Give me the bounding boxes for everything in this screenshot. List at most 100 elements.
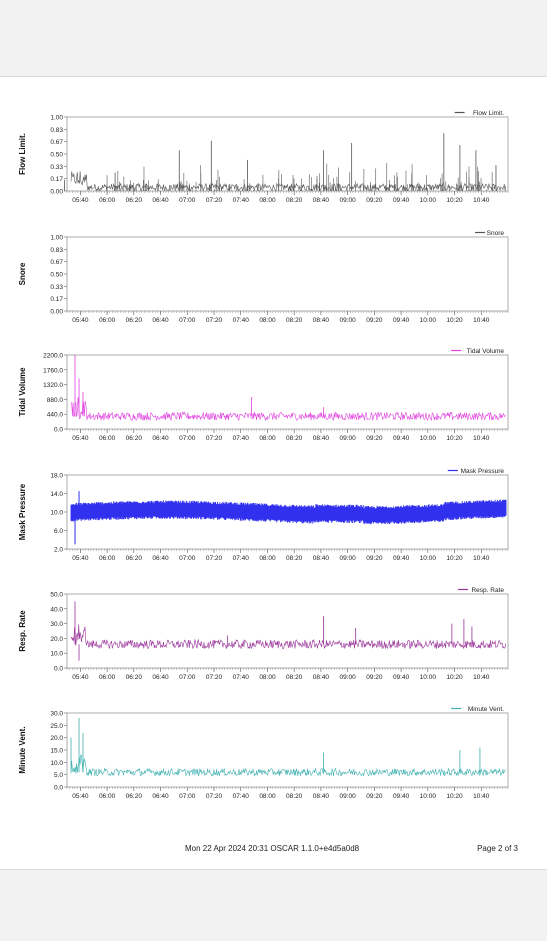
x-tick-label: 05:40 <box>72 317 89 324</box>
x-tick-label: 09:00 <box>339 317 356 324</box>
x-tick-label: 08:20 <box>286 793 303 800</box>
y-tick-label: 2.0 <box>54 547 63 554</box>
x-tick-label: 06:00 <box>99 555 116 562</box>
x-tick-label: 06:40 <box>152 555 169 562</box>
x-tick-label: 08:20 <box>286 435 303 442</box>
y-tick-label: 20.0 <box>50 735 63 742</box>
x-tick-label: 10:00 <box>420 674 437 681</box>
x-tick-label: 09:00 <box>339 793 356 800</box>
x-tick-label: 06:40 <box>152 435 169 442</box>
x-tick-label: 08:40 <box>313 674 330 681</box>
legend-label: Flow Limit. <box>473 110 504 117</box>
y-tick-label: 0.33 <box>50 164 63 171</box>
x-tick-label: 10:40 <box>473 793 490 800</box>
x-tick-label: 07:40 <box>233 197 250 204</box>
x-tick-label: 09:20 <box>366 317 383 324</box>
x-tick-label: 07:40 <box>233 674 250 681</box>
series-line <box>70 754 506 777</box>
y-tick-label: 0.17 <box>50 176 63 183</box>
x-tick-label: 08:00 <box>259 435 276 442</box>
x-tick-label: 07:20 <box>206 674 223 681</box>
y-tick-label: 0.17 <box>50 296 63 303</box>
y-tick-label: 25.0 <box>50 723 63 730</box>
x-tick-label: 07:40 <box>233 317 250 324</box>
y-tick-label: 2200.0 <box>43 353 63 360</box>
oscar-charts: 0.00 0.17 0.33 0.50 0.67 0.83 1.00 Flow Limit. F… <box>18 110 509 800</box>
x-tick-label: 07:00 <box>179 197 196 204</box>
chart-panel-4: 0.0 10.0 20.0 30.0 40.0 50.0 Resp. Rate Resp. R… <box>18 587 509 681</box>
x-tick-label: 09:20 <box>366 674 383 681</box>
x-tick-label: 07:40 <box>233 555 250 562</box>
x-tick-label: 09:40 <box>393 793 410 800</box>
x-tick-label: 07:00 <box>179 555 196 562</box>
y-tick-label: 0.83 <box>50 127 63 134</box>
x-tick-label: 05:40 <box>72 197 89 204</box>
series-line <box>70 397 506 422</box>
y-tick-label: 6.0 <box>54 528 63 535</box>
y-tick-label: 10.0 <box>50 760 63 767</box>
chart-panel-5: 0.0 5.0 10.0 15.0 20.0 25.0 30.0 Minute Vent. Mi… <box>18 706 509 800</box>
chart-panel-0: 0.00 0.17 0.33 0.50 0.67 0.83 1.00 Flow Limit. F… <box>18 110 509 204</box>
x-tick-label: 09:40 <box>393 435 410 442</box>
x-tick-label: 10:00 <box>420 197 437 204</box>
x-tick-label: 09:00 <box>339 555 356 562</box>
chart-panel-3: 2.0 6.0 10.0 14.0 18.0 Mask Pressure Mask Pres… <box>18 468 509 562</box>
plot-frame <box>66 593 509 669</box>
x-tick-label: 05:40 <box>72 555 89 562</box>
x-tick-label: 06:40 <box>152 197 169 204</box>
y-tick-label: 14.0 <box>50 491 63 498</box>
y-tick-label: 0.0 <box>54 427 63 434</box>
x-tick-label: 06:20 <box>126 317 143 324</box>
series-line <box>70 624 506 650</box>
y-tick-label: 30.0 <box>50 711 63 718</box>
x-tick-label: 06:00 <box>99 674 116 681</box>
x-tick-label: 07:40 <box>233 435 250 442</box>
x-tick-label: 08:00 <box>259 555 276 562</box>
report-page: 0.00 0.17 0.33 0.50 0.67 0.83 1.00 Flow Limit. F… <box>0 76 547 870</box>
x-tick-label: 10:00 <box>420 435 437 442</box>
x-tick-label: 07:40 <box>233 793 250 800</box>
x-tick-label: 07:20 <box>206 197 223 204</box>
x-tick-label: 06:40 <box>152 674 169 681</box>
x-tick-label: 06:00 <box>99 197 116 204</box>
x-tick-label: 06:20 <box>126 197 143 204</box>
legend-label: Mask Pressure <box>461 468 505 475</box>
x-tick-label: 10:40 <box>473 555 490 562</box>
legend-label: Resp. Rate <box>471 587 504 594</box>
y-tick-label: 0.67 <box>50 259 63 266</box>
x-tick-label: 08:00 <box>259 317 276 324</box>
plot-frame <box>66 116 509 192</box>
x-tick-label: 09:20 <box>366 197 383 204</box>
x-tick-label: 08:00 <box>259 197 276 204</box>
x-tick-label: 07:20 <box>206 317 223 324</box>
plot-frame <box>66 712 509 788</box>
x-tick-label: 10:20 <box>446 674 463 681</box>
x-tick-label: 09:00 <box>339 435 356 442</box>
x-tick-label: 10:20 <box>446 435 463 442</box>
x-tick-label: 07:20 <box>206 793 223 800</box>
x-tick-label: 09:20 <box>366 435 383 442</box>
x-tick-label: 09:20 <box>366 793 383 800</box>
x-tick-label: 06:20 <box>126 435 143 442</box>
y-tick-label: 10.0 <box>50 510 63 517</box>
y-tick-label: 1.00 <box>50 115 63 122</box>
x-tick-label: 07:00 <box>179 793 196 800</box>
x-tick-label: 07:20 <box>206 435 223 442</box>
x-tick-label: 08:00 <box>259 793 276 800</box>
plot-frame <box>66 236 509 312</box>
footer-info: Mon 22 Apr 2024 20:31 OSCAR 1.1.0+e4d5a0… <box>185 844 360 853</box>
x-tick-label: 08:20 <box>286 674 303 681</box>
x-tick-label: 07:20 <box>206 555 223 562</box>
y-tick-label: 10.0 <box>50 651 63 658</box>
y-tick-label: 0.33 <box>50 284 63 291</box>
y-axis-label: Flow Limit. <box>18 133 27 175</box>
y-tick-label: 0.83 <box>50 247 63 254</box>
legend-label: Tidal Volume <box>467 348 505 355</box>
x-tick-label: 08:40 <box>313 555 330 562</box>
page-number: Page 2 of 3 <box>477 844 518 853</box>
x-tick-label: 08:40 <box>313 435 330 442</box>
x-tick-label: 09:00 <box>339 674 356 681</box>
x-tick-label: 10:00 <box>420 793 437 800</box>
x-tick-label: 10:20 <box>446 197 463 204</box>
y-tick-label: 440.0 <box>47 412 64 419</box>
